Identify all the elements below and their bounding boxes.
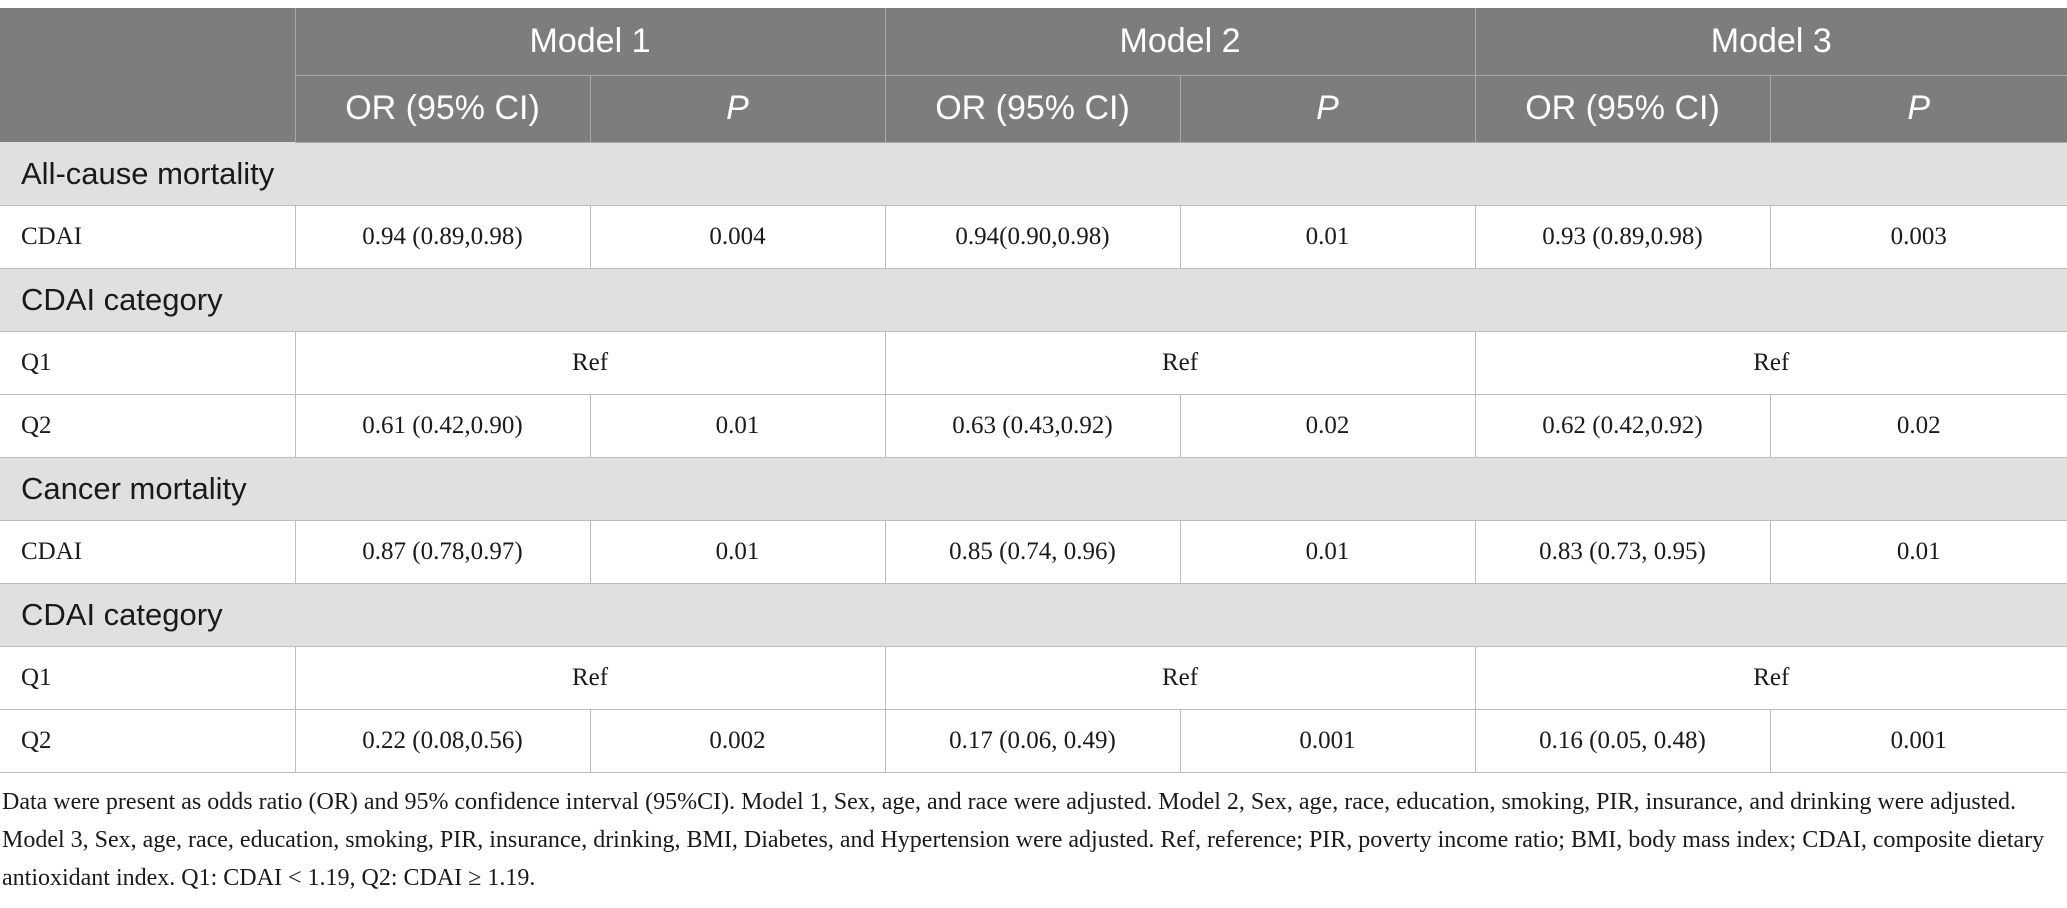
section-header-row: Cancer mortality — [0, 457, 2067, 521]
row-label: Q1 — [0, 331, 296, 395]
model-2-p-header: P — [1180, 75, 1476, 143]
model-1-p-header: P — [590, 75, 886, 143]
section-title: CDAI category — [0, 583, 2067, 647]
table-row: CDAI 0.94 (0.89,0.98) 0.004 0.94(0.90,0.… — [0, 205, 2067, 269]
model-1-or-cell: 0.22 (0.08,0.56) — [295, 709, 591, 773]
model-2-ref-cell: Ref — [885, 646, 1476, 710]
header-corner — [0, 8, 296, 142]
section-header-row: CDAI category — [0, 583, 2067, 647]
section-title: All-cause mortality — [0, 142, 2067, 206]
model-1-header: Model 1 — [295, 8, 886, 76]
model-3-p-cell: 0.02 — [1770, 394, 2067, 458]
model-1-or-cell: 0.61 (0.42,0.90) — [295, 394, 591, 458]
model-2-p-cell: 0.01 — [1180, 205, 1476, 269]
model-2-or-cell: 0.85 (0.74, 0.96) — [885, 520, 1181, 584]
model-2-or-cell: 0.17 (0.06, 0.49) — [885, 709, 1181, 773]
row-label: CDAI — [0, 520, 296, 584]
model-2-p-cell: 0.001 — [1180, 709, 1476, 773]
model-3-p-cell: 0.01 — [1770, 520, 2067, 584]
model-1-ref-cell: Ref — [295, 331, 886, 395]
section-title: Cancer mortality — [0, 457, 2067, 521]
model-3-p-header: P — [1770, 75, 2067, 143]
section-header-row: CDAI category — [0, 268, 2067, 332]
model-3-p-cell: 0.003 — [1770, 205, 2067, 269]
section-header-row: All-cause mortality — [0, 142, 2067, 206]
model-1-ref-cell: Ref — [295, 646, 886, 710]
model-3-or-header: OR (95% CI) — [1475, 75, 1771, 143]
model-2-or-cell: 0.94(0.90,0.98) — [885, 205, 1181, 269]
row-label: CDAI — [0, 205, 296, 269]
model-1-or-header: OR (95% CI) — [295, 75, 591, 143]
model-2-header: Model 2 — [885, 8, 1476, 76]
table-row: Q1 Ref Ref Ref — [0, 331, 2067, 395]
table-header: Model 1 Model 2 Model 3 OR (95% CI) P OR… — [0, 8, 2067, 143]
model-3-or-cell: 0.62 (0.42,0.92) — [1475, 394, 1771, 458]
model-3-or-cell: 0.83 (0.73, 0.95) — [1475, 520, 1771, 584]
model-3-or-cell: 0.16 (0.05, 0.48) — [1475, 709, 1771, 773]
model-3-ref-cell: Ref — [1475, 331, 2067, 395]
row-label: Q1 — [0, 646, 296, 710]
model-3-ref-cell: Ref — [1475, 646, 2067, 710]
model-3-header: Model 3 — [1475, 8, 2067, 76]
model-2-p-cell: 0.01 — [1180, 520, 1476, 584]
model-1-or-cell: 0.94 (0.89,0.98) — [295, 205, 591, 269]
results-table: Model 1 Model 2 Model 3 OR (95% CI) P OR… — [0, 8, 2067, 773]
model-1-p-cell: 0.01 — [590, 394, 886, 458]
model-1-p-cell: 0.002 — [590, 709, 886, 773]
table-row: Q1 Ref Ref Ref — [0, 646, 2067, 710]
model-2-or-cell: 0.63 (0.43,0.92) — [885, 394, 1181, 458]
table-row: CDAI 0.87 (0.78,0.97) 0.01 0.85 (0.74, 0… — [0, 520, 2067, 584]
model-2-or-header: OR (95% CI) — [885, 75, 1181, 143]
row-label: Q2 — [0, 394, 296, 458]
table-body: All-cause mortality CDAI 0.94 (0.89,0.98… — [0, 142, 2067, 773]
table-footnote: Data were present as odds ratio (OR) and… — [2, 789, 2045, 891]
table-row: Q2 0.22 (0.08,0.56) 0.002 0.17 (0.06, 0.… — [0, 709, 2067, 773]
row-label: Q2 — [0, 709, 296, 773]
model-2-p-cell: 0.02 — [1180, 394, 1476, 458]
model-3-p-cell: 0.001 — [1770, 709, 2067, 773]
model-1-p-cell: 0.004 — [590, 205, 886, 269]
section-title: CDAI category — [0, 268, 2067, 332]
model-1-or-cell: 0.87 (0.78,0.97) — [295, 520, 591, 584]
table-row: Q2 0.61 (0.42,0.90) 0.01 0.63 (0.43,0.92… — [0, 394, 2067, 458]
model-1-p-cell: 0.01 — [590, 520, 886, 584]
model-3-or-cell: 0.93 (0.89,0.98) — [1475, 205, 1771, 269]
model-2-ref-cell: Ref — [885, 331, 1476, 395]
